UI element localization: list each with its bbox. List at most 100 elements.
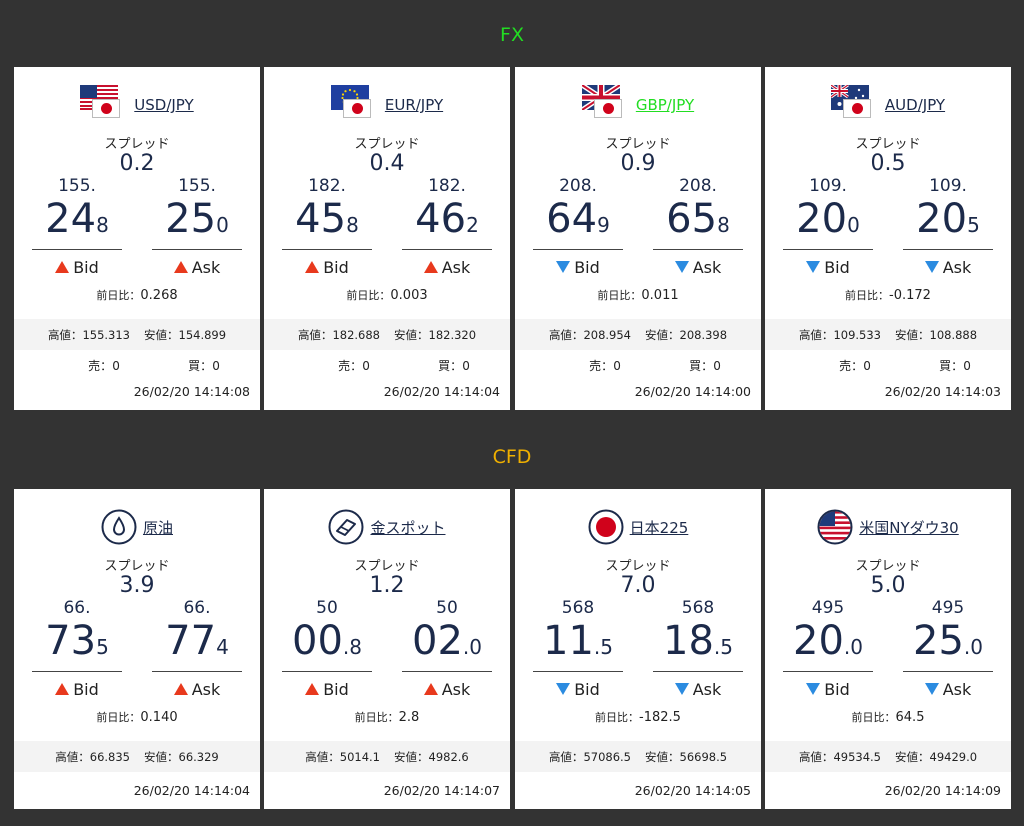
spread-value: 1.2 [369,573,405,598]
bid-price[interactable]: 109. 200 [783,175,873,250]
ask-price[interactable]: 568 18.5 [653,597,743,672]
bid-price-main: 00 [292,618,343,664]
ask-text: Ask [441,680,471,699]
ask-price-fraction: .5 [713,635,733,659]
bid-label: Bid [783,680,873,699]
ask-price[interactable]: 495 25.0 [903,597,993,672]
bid-price-prefix: 109. [809,176,847,196]
spread-label: スプレッド [104,137,170,152]
bid-price[interactable]: 568 11.5 [533,597,623,672]
buy-count: 買：0 [438,359,470,373]
spread-label: スプレッド [354,559,420,574]
ask-price[interactable]: 66. 774 [152,597,242,672]
bid-price[interactable]: 155. 248 [32,175,122,250]
bid-price-prefix: 50 [316,598,338,618]
instrument-link-ny-dow30[interactable]: 米国NYダウ30 [859,518,959,537]
ask-price-prefix: 568 [681,598,715,618]
change-label: 前日比： [96,289,141,302]
spread-label: スプレッド [855,559,921,574]
bid-price-prefix: 208. [559,176,597,196]
spread-label: スプレッド [605,137,671,152]
bid-price[interactable]: 50 00.8 [282,597,372,672]
ask-price[interactable]: 208. 658 [653,175,743,250]
buy-count: 買：0 [188,359,220,373]
spread-value: 7.0 [620,573,656,598]
up-triangle-icon [173,260,188,273]
bid-label: Bid [32,680,122,699]
high-low-bar: 高値：57086.5 安値：56698.5 [515,741,761,772]
divider [533,249,623,250]
divider [653,249,743,250]
ask-price[interactable]: 182. 462 [402,175,492,250]
sell-count: 売：0 [338,359,370,373]
bid-price[interactable]: 495 20.0 [783,597,873,672]
ask-price[interactable]: 109. 205 [903,175,993,250]
ask-price-main: 25 [913,618,964,664]
fx-card-gbpjpy: GBP/JPY スプレッド 0.9 208. 649 208. 658 Bid … [515,67,761,410]
ask-price-prefix: 66. [183,598,211,618]
card-header: 原油 [14,507,260,547]
down-triangle-icon [806,682,821,695]
ask-price-main: 20 [916,196,968,242]
divider [783,671,873,672]
ask-price-main: 46 [415,196,467,242]
change-label: 前日比： [851,711,896,724]
bid-price-main: 64 [546,196,598,242]
ask-text: Ask [692,680,722,699]
ask-price-prefix: 182. [428,176,466,196]
bid-price-prefix: 568 [561,598,595,618]
fx-row: USD/JPY スプレッド 0.2 155. 248 155. 250 Bid … [14,67,1011,410]
instrument-link-japan225[interactable]: 日本225 [629,518,689,537]
card-header: 米国NYダウ30 [765,507,1011,547]
timestamp: 26/02/20 14:14:04 [383,384,500,399]
low-value: 安値：49429.0 [895,749,978,764]
pair-link-audjpy[interactable]: AUD/JPY [884,96,946,114]
bid-price[interactable]: 182. 458 [282,175,372,250]
pair-link-gbpjpy[interactable]: GBP/JPY [635,96,695,114]
low-value: 安値：66.329 [144,749,219,764]
flag-pair [80,85,126,125]
bid-price-fraction: 0 [847,213,860,237]
fx-section-title: FX [500,24,524,46]
change-label: 前日比： [96,711,141,724]
ask-price-prefix: 50 [436,598,458,618]
us-flag-round-icon [817,509,853,545]
ask-price-prefix: 155. [178,176,216,196]
bid-price-prefix: 182. [308,176,346,196]
change-label: 前日比： [845,289,890,302]
ask-price-prefix: 109. [929,176,967,196]
low-value: 安値：154.899 [144,327,227,342]
high-low-bar: 高値：109.533 安値：108.888 [765,319,1011,350]
bid-price-prefix: 495 [811,598,845,618]
ask-price-fraction: 4 [216,635,229,659]
spread-label: スプレッド [605,559,671,574]
up-triangle-icon [55,260,70,273]
bid-price[interactable]: 208. 649 [533,175,623,250]
ask-price-fraction: 5 [967,213,980,237]
instrument-link-gold-spot[interactable]: 金スポット [370,518,446,537]
ask-price[interactable]: 50 02.0 [402,597,492,672]
ask-label: Ask [903,680,993,699]
down-triangle-icon [924,260,939,273]
divider [783,249,873,250]
card-header: AUD/JPY [765,85,1011,125]
bid-text: Bid [824,680,850,699]
bid-price-main: 20 [796,196,848,242]
ask-text: Ask [942,258,972,277]
bid-price[interactable]: 66. 735 [32,597,122,672]
ask-label: Ask [402,680,492,699]
pair-link-eurjpy[interactable]: EUR/JPY [384,96,444,114]
bid-price-main: 24 [45,196,97,242]
high-value: 高値：57086.5 [548,749,631,764]
down-triangle-icon [556,682,571,695]
fx-card-audjpy: AUD/JPY スプレッド 0.5 109. 200 109. 205 Bid … [765,67,1011,410]
bid-price-fraction: .8 [342,635,362,659]
day-change: 前日比：-182.5 [515,709,761,725]
ask-price-fraction: 0 [216,213,229,237]
ask-price-fraction: 8 [717,213,730,237]
ask-price[interactable]: 155. 250 [152,175,242,250]
pair-link-usdjpy[interactable]: USD/JPY [134,96,194,114]
change-value: -0.172 [889,288,931,303]
instrument-link-crude-oil[interactable]: 原油 [142,518,173,537]
ask-price-fraction: 2 [466,213,479,237]
